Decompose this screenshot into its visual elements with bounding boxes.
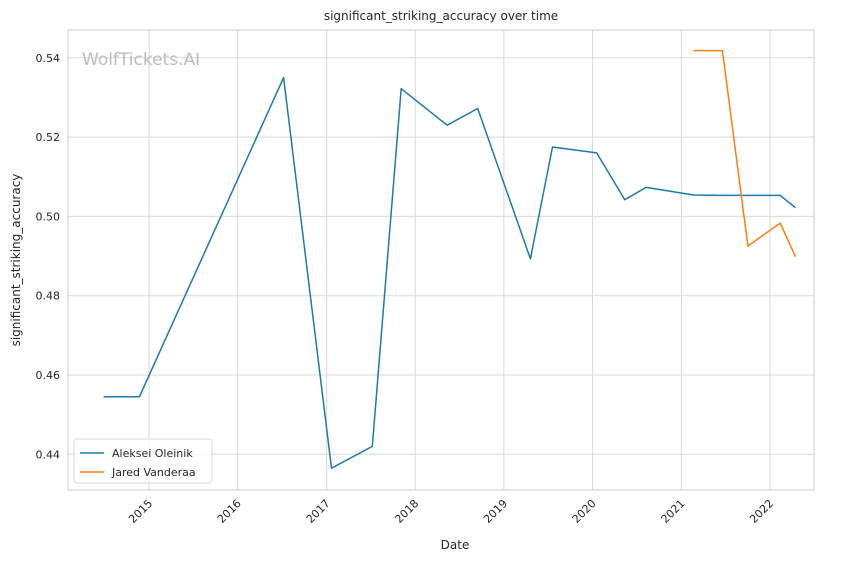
plot-background	[68, 30, 814, 490]
chart-title: significant_striking_accuracy over time	[324, 9, 558, 23]
series-line-jared-vanderaa	[693, 49, 797, 258]
y-tick-label: 0.48	[36, 290, 61, 303]
x-tick-label: 2022	[747, 497, 776, 526]
x-tick-label: 2016	[215, 497, 244, 526]
x-tick-label: 2018	[392, 497, 421, 526]
series-line-aleksei-oleinik	[103, 76, 796, 469]
y-tick-label: 0.46	[36, 369, 61, 382]
y-axis-title: significant_striking_accuracy	[9, 174, 23, 347]
plot-frame	[67, 29, 815, 491]
x-tick-label: 2019	[481, 497, 510, 526]
x-axis-title: Date	[441, 538, 470, 552]
y-tick-label: 0.52	[36, 131, 61, 144]
y-tick-label: 0.54	[36, 52, 61, 65]
legend-label-jared-vanderaa: Jared Vanderaa	[111, 466, 196, 479]
series-lines	[103, 49, 797, 469]
x-axis-ticks: 2015 2016 2017 2018 2019 2020 2021 2022	[126, 497, 776, 526]
y-tick-label: 0.50	[36, 210, 61, 223]
legend-label-aleksei-oleinik: Aleksei Oleinik	[112, 447, 193, 460]
legend: Aleksei Oleinik Jared Vanderaa	[73, 438, 213, 484]
x-tick-label: 2021	[659, 497, 688, 526]
x-tick-label: 2015	[126, 497, 155, 526]
legend-box	[73, 438, 213, 484]
x-tick-label: 2020	[570, 497, 599, 526]
y-axis-ticks: 0.44 0.46 0.48 0.50 0.52 0.54	[36, 52, 61, 462]
y-tick-label: 0.44	[36, 448, 61, 461]
watermark-text: WolfTickets.AI	[82, 50, 200, 70]
grid-lines	[68, 30, 814, 490]
x-tick-label: 2017	[304, 497, 333, 526]
